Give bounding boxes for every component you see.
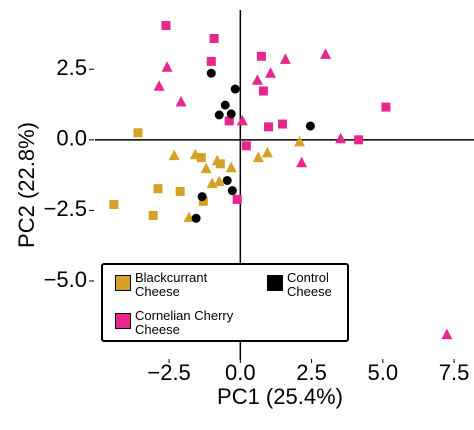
legend-key [267,275,283,291]
point [109,199,119,209]
point [279,53,291,64]
point [220,100,230,110]
point [200,162,212,174]
point [226,109,236,119]
point [198,196,208,206]
point [335,132,347,144]
point [211,154,223,166]
x-tick-label: 0.0 [225,360,256,385]
y-axis-label: PC2 (22.8%) [14,122,39,248]
point [148,210,158,220]
legend-item: Cornelian Cherry Cheese [115,309,253,337]
point [196,153,206,163]
point [278,119,288,129]
legend-label: Cornelian Cherry Cheese [135,308,234,337]
point [206,68,216,78]
point [175,96,187,107]
legend-item: Blackcurrant Cheese [115,271,247,299]
point [197,192,207,202]
x-tick-label: 7.5 [439,360,470,385]
point [225,161,237,173]
point [236,114,248,126]
point [230,84,240,94]
point [261,146,273,158]
point [168,149,180,161]
legend-item: Control Cheese [267,271,347,299]
point [224,116,234,126]
legend-key [115,275,131,291]
legend-key [115,313,131,329]
point [305,121,315,131]
y-tick-label: 2.5 [56,55,87,80]
point [294,135,306,147]
point [296,156,308,168]
point [241,141,251,151]
point [153,184,163,194]
point [161,61,173,72]
legend: Blackcurrant Cheese Cornelian Cherry Chee… [101,263,349,342]
legend-label: Control Cheese [287,270,332,299]
point [381,102,391,112]
point [265,67,277,78]
x-tick-label: −2.5 [147,360,190,385]
point [133,128,143,138]
point [227,186,237,196]
point [251,74,263,85]
x-tick-label: 2.5 [296,360,327,385]
point [441,328,453,340]
point [354,135,364,145]
y-tick-label: −5.0 [44,267,87,292]
point [222,175,232,185]
legend-label: Blackcurrant Cheese [135,270,208,299]
point [206,56,216,66]
point [209,34,219,44]
y-tick-label: −2.5 [44,196,87,221]
point [258,86,268,96]
point [252,151,264,163]
point [175,186,185,196]
x-tick-label: 5.0 [368,360,399,385]
point [256,51,266,61]
point [153,80,165,91]
point [206,177,218,189]
point [320,48,332,59]
point [264,122,274,132]
point [214,110,224,120]
x-axis-label: PC1 (25.4%) [217,384,343,409]
point [161,21,171,31]
point [191,213,201,223]
point [213,175,225,187]
point [232,194,242,204]
point [189,148,201,160]
y-tick-label: 0.0 [56,126,87,151]
